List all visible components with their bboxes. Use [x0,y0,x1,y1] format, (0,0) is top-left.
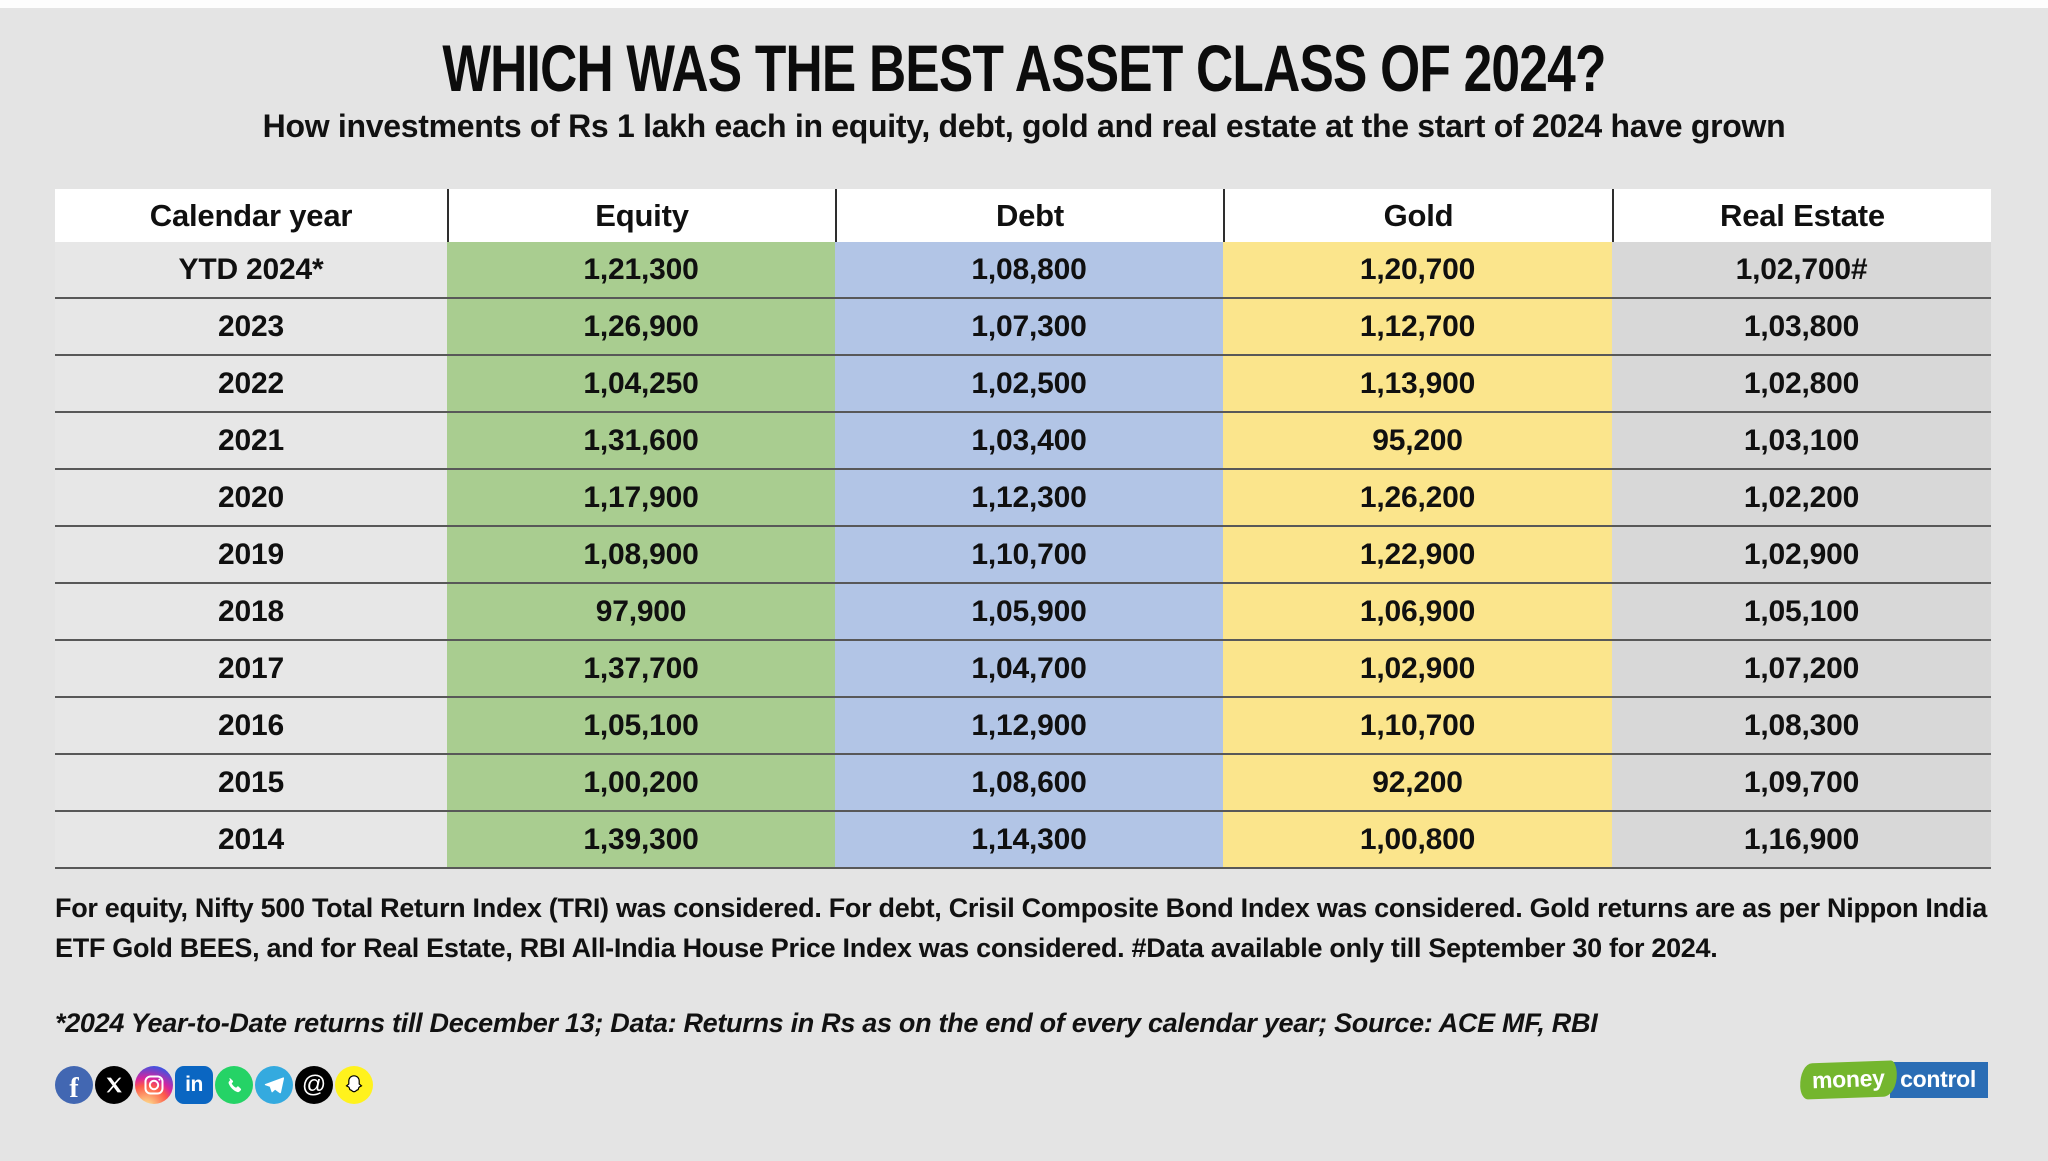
table-header-row: Calendar year Equity Debt Gold Real Esta… [55,189,1991,242]
cell-year: 2014 [55,812,447,867]
cell-equity: 1,37,700 [447,641,835,696]
cell-year: 2017 [55,641,447,696]
cell-gold: 1,10,700 [1223,698,1612,753]
cell-gold: 92,200 [1223,755,1612,810]
cell-year: 2019 [55,527,447,582]
cell-year: 2023 [55,299,447,354]
cell-gold: 1,02,900 [1223,641,1612,696]
cell-year: 2016 [55,698,447,753]
cell-real-estate: 1,08,300 [1612,698,1991,753]
cell-equity: 1,08,900 [447,527,835,582]
moneycontrol-logo-money: money [1798,1060,1897,1100]
telegram-icon[interactable] [255,1066,293,1104]
cell-debt: 1,08,600 [835,755,1223,810]
column-header-calendar-year: Calendar year [55,189,447,242]
x-icon[interactable] [95,1066,133,1104]
cell-gold: 1,12,700 [1223,299,1612,354]
table-row-2016: 2016 1,05,100 1,12,900 1,10,700 1,08,300 [55,698,1991,755]
column-header-debt: Debt [835,189,1223,242]
cell-equity: 1,26,900 [447,299,835,354]
cell-equity: 1,04,250 [447,356,835,411]
cell-equity: 1,39,300 [447,812,835,867]
table-row-2017: 2017 1,37,700 1,04,700 1,02,900 1,07,200 [55,641,1991,698]
cell-debt: 1,04,700 [835,641,1223,696]
table-row-2021: 2021 1,31,600 1,03,400 95,200 1,03,100 [55,413,1991,470]
cell-gold: 1,20,700 [1223,242,1612,297]
linkedin-icon[interactable]: in [175,1066,213,1104]
cell-gold: 1,26,200 [1223,470,1612,525]
cell-equity: 1,17,900 [447,470,835,525]
cell-real-estate: 1,02,700# [1612,242,1991,297]
moneycontrol-logo[interactable]: money control [1798,1060,1988,1100]
cell-equity: 1,21,300 [447,242,835,297]
table-row-2015: 2015 1,00,200 1,08,600 92,200 1,09,700 [55,755,1991,812]
table-row-2018: 2018 97,900 1,05,900 1,06,900 1,05,100 [55,584,1991,641]
table-row-2020: 2020 1,17,900 1,12,300 1,26,200 1,02,200 [55,470,1991,527]
table-row-ytd-2024: YTD 2024* 1,21,300 1,08,800 1,20,700 1,0… [55,242,1991,299]
cell-real-estate: 1,02,800 [1612,356,1991,411]
cell-year: YTD 2024* [55,242,447,297]
cell-gold: 1,13,900 [1223,356,1612,411]
cell-debt: 1,14,300 [835,812,1223,867]
cell-year: 2018 [55,584,447,639]
cell-debt: 1,02,500 [835,356,1223,411]
footnote-methodology: For equity, Nifty 500 Total Return Index… [55,893,1987,963]
cell-real-estate: 1,05,100 [1612,584,1991,639]
footnote-source: *2024 Year-to-Date returns till December… [55,1008,1598,1038]
cell-debt: 1,07,300 [835,299,1223,354]
instagram-icon[interactable] [135,1066,173,1104]
cell-equity: 1,05,100 [447,698,835,753]
table-row-2014: 2014 1,39,300 1,14,300 1,00,800 1,16,900 [55,812,1991,869]
page-subtitle: How investments of Rs 1 lakh each in equ… [262,108,1786,144]
cell-debt: 1,12,300 [835,470,1223,525]
cell-year: 2015 [55,755,447,810]
cell-gold: 1,06,900 [1223,584,1612,639]
facebook-icon[interactable]: f [55,1066,93,1104]
cell-equity: 1,00,200 [447,755,835,810]
table-row-2023: 2023 1,26,900 1,07,300 1,12,700 1,03,800 [55,299,1991,356]
page-title: WHICH WAS THE BEST ASSET CLASS OF 2024? [442,31,1606,105]
cell-debt: 1,08,800 [835,242,1223,297]
table-row-2019: 2019 1,08,900 1,10,700 1,22,900 1,02,900 [55,527,1991,584]
cell-equity: 97,900 [447,584,835,639]
threads-icon[interactable]: @ [295,1066,333,1104]
cell-real-estate: 1,02,900 [1612,527,1991,582]
snapchat-icon[interactable] [335,1066,373,1104]
cell-debt: 1,12,900 [835,698,1223,753]
cell-real-estate: 1,03,100 [1612,413,1991,468]
column-header-real-estate: Real Estate [1612,189,1991,242]
moneycontrol-logo-control: control [1890,1062,1988,1098]
cell-real-estate: 1,03,800 [1612,299,1991,354]
asset-returns-table: Calendar year Equity Debt Gold Real Esta… [55,189,1991,869]
cell-debt: 1,03,400 [835,413,1223,468]
cell-real-estate: 1,07,200 [1612,641,1991,696]
cell-gold: 1,22,900 [1223,527,1612,582]
cell-year: 2022 [55,356,447,411]
top-strip [0,0,2048,8]
cell-equity: 1,31,600 [447,413,835,468]
column-header-equity: Equity [447,189,835,242]
cell-debt: 1,10,700 [835,527,1223,582]
table-row-2022: 2022 1,04,250 1,02,500 1,13,900 1,02,800 [55,356,1991,413]
column-header-gold: Gold [1223,189,1612,242]
cell-gold: 95,200 [1223,413,1612,468]
cell-real-estate: 1,16,900 [1612,812,1991,867]
whatsapp-icon[interactable] [215,1066,253,1104]
cell-debt: 1,05,900 [835,584,1223,639]
cell-gold: 1,00,800 [1223,812,1612,867]
cell-real-estate: 1,09,700 [1612,755,1991,810]
cell-year: 2021 [55,413,447,468]
cell-year: 2020 [55,470,447,525]
cell-real-estate: 1,02,200 [1612,470,1991,525]
social-links: f in @ [55,1066,373,1104]
